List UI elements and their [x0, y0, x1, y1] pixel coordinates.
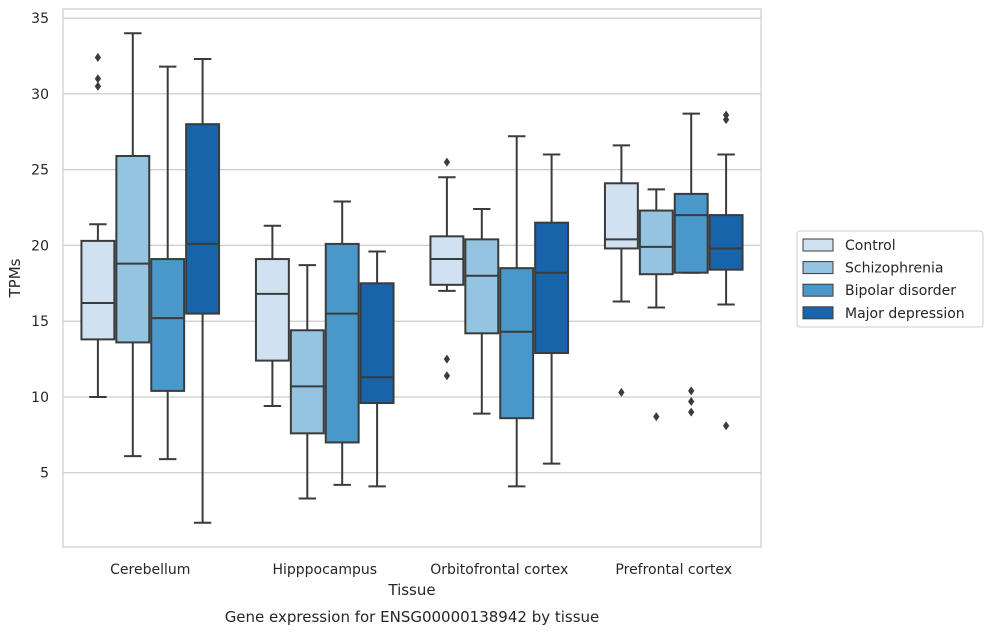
outlier-point [688, 397, 695, 407]
outlier-point [443, 354, 451, 364]
box-bipolar-disorder [150, 258, 186, 392]
x-tick-label: Cerebellum [110, 562, 190, 578]
outlier-point [443, 371, 451, 381]
box-schizophrenia [638, 209, 674, 276]
x-axis-label: Tissue [387, 581, 435, 599]
y-axis-label: TPMs [6, 258, 24, 298]
outlier-point [653, 412, 660, 422]
outlier-point [443, 157, 451, 167]
box-major-depression [534, 221, 570, 355]
y-tick-labels: 5 10 15 20 25 30 35 [31, 11, 49, 482]
x-tick-label: Prefrontal cortex [615, 562, 732, 578]
outlier-point [688, 386, 695, 396]
legend-frame [796, 230, 984, 328]
box-major-depression [359, 282, 395, 405]
box-bipolar-disorder [673, 192, 709, 274]
y-tick-label: 15 [31, 314, 49, 330]
box-control [429, 235, 465, 286]
outlier-point [722, 421, 730, 431]
outlier-point [94, 81, 102, 91]
box-major-depression [708, 214, 744, 271]
legend-entry-label: Control [845, 238, 896, 254]
legend-swatch [802, 283, 834, 297]
chart-caption: Gene expression for ENSG00000138942 by t… [225, 608, 600, 626]
x-tick-label: Orbitofrontal cortex [430, 562, 568, 578]
legend-entry-label: Schizophrenia [845, 261, 943, 277]
box-control [603, 182, 639, 250]
y-tick-label: 10 [31, 390, 49, 406]
legend-entry-label: Bipolar disorder [845, 283, 956, 299]
box-schizophrenia [115, 155, 151, 344]
box-bipolar-disorder [324, 242, 360, 444]
y-tick-label: 5 [40, 466, 49, 482]
outlier-point [688, 407, 695, 417]
outlier-point [94, 52, 102, 62]
box-schizophrenia [289, 329, 325, 435]
box-control [254, 258, 290, 362]
y-tick-label: 20 [31, 238, 49, 254]
y-tick-label: 30 [31, 87, 49, 103]
x-tick-labels: Cerebellum Hipppocampus Orbitofrontal cort… [110, 562, 732, 578]
legend-swatch [802, 238, 834, 252]
box-bipolar-disorder [499, 267, 535, 420]
y-tick-label: 25 [31, 163, 49, 179]
outlier-point [722, 115, 730, 125]
x-tick-label: Hipppocampus [272, 562, 377, 578]
box-control [80, 239, 116, 341]
legend-entry-label: Major depression [845, 306, 965, 322]
outlier-point [94, 74, 102, 84]
box-schizophrenia [464, 238, 500, 335]
box-major-depression [185, 123, 221, 315]
plot-frame [62, 8, 762, 548]
legend-swatch [802, 306, 834, 320]
legend-swatch [802, 261, 834, 275]
y-tick-label: 35 [31, 11, 49, 27]
outlier-point [618, 387, 625, 397]
box-group [80, 32, 744, 524]
outlier-point [722, 110, 730, 120]
legend: Control Schizophrenia Bipolar disorder Majo… [796, 230, 984, 328]
